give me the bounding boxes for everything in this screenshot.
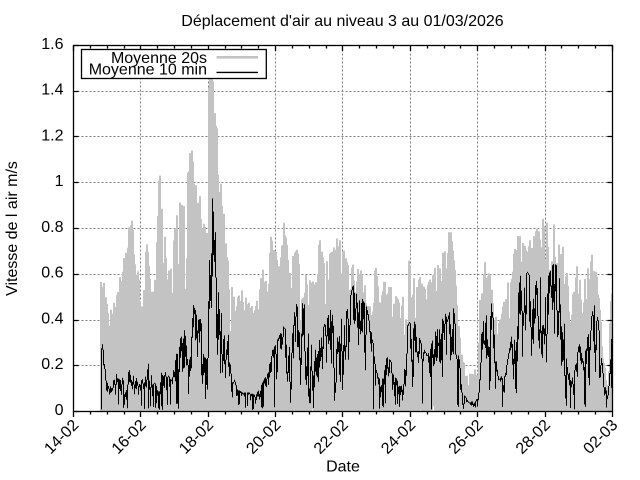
svg-text:1.4: 1.4 <box>41 82 63 99</box>
svg-text:Vitesse de l air m/s: Vitesse de l air m/s <box>4 161 21 296</box>
svg-text:0.8: 0.8 <box>41 219 63 236</box>
svg-text:1: 1 <box>55 173 64 190</box>
svg-text:0: 0 <box>55 402 64 419</box>
svg-text:1.6: 1.6 <box>41 36 63 53</box>
svg-text:Déplacement d'air au niveau 3: Déplacement d'air au niveau 3 au 01/03/2… <box>181 13 504 30</box>
svg-text:0.6: 0.6 <box>41 265 63 282</box>
svg-text:Moyenne 10 min: Moyenne 10 min <box>89 62 207 79</box>
svg-text:0.2: 0.2 <box>41 356 63 373</box>
svg-text:0.4: 0.4 <box>41 310 63 327</box>
svg-text:1.2: 1.2 <box>41 127 63 144</box>
svg-text:Date: Date <box>326 459 360 476</box>
svg-text:Moyenne 20s: Moyenne 20s <box>111 50 207 67</box>
